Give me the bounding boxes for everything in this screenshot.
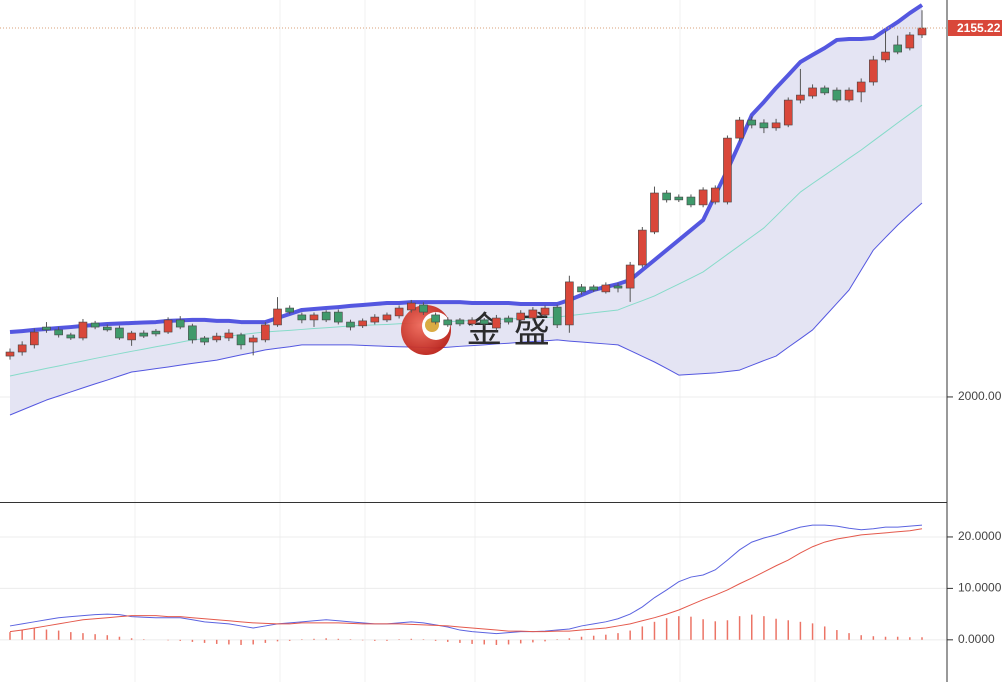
- candle-body: [735, 119, 744, 139]
- candle-body: [832, 89, 842, 101]
- y-tick-label: 0.0000: [958, 632, 995, 646]
- candle-body: [66, 334, 76, 339]
- candle-body: [443, 319, 453, 326]
- candle-body: [844, 89, 854, 101]
- candle-body: [601, 284, 611, 293]
- candle-body: [175, 319, 185, 328]
- candle-body: [188, 325, 197, 341]
- candle-body: [285, 307, 294, 313]
- candle-body: [638, 229, 647, 266]
- candle-body: [321, 311, 331, 321]
- candle-body: [346, 321, 355, 328]
- band-layer: [9, 3, 924, 416]
- candle-body: [479, 319, 489, 325]
- candle-body: [808, 87, 817, 97]
- candle-body: [528, 309, 538, 319]
- candle-body: [698, 189, 708, 206]
- candle-body: [212, 335, 222, 341]
- candle-body: [577, 286, 586, 293]
- candle-body: [273, 308, 282, 326]
- candle-body: [236, 334, 246, 346]
- macd-line: [9, 528, 923, 633]
- candle-body: [856, 81, 866, 93]
- candle-body: [90, 322, 100, 328]
- candle-body: [78, 321, 88, 339]
- candle-body: [382, 314, 392, 321]
- band-line: [9, 202, 923, 416]
- candle-body: [917, 27, 927, 36]
- candle-body: [358, 320, 367, 327]
- candle-body: [334, 311, 343, 323]
- candle-body: [102, 326, 112, 331]
- candle-body: [200, 337, 209, 343]
- candle-body: [710, 187, 720, 203]
- candle-body: [406, 302, 416, 311]
- candle-body: [516, 312, 526, 321]
- candle-body: [115, 327, 124, 339]
- macd-line: [9, 524, 923, 635]
- candle-body: [783, 99, 793, 126]
- candle-body: [151, 330, 161, 335]
- candle-body: [662, 192, 671, 201]
- candle-body: [540, 307, 550, 316]
- candle-body: [650, 192, 659, 233]
- candle-body: [42, 326, 51, 331]
- band-line: [9, 3, 924, 335]
- candle-body: [881, 51, 890, 61]
- candle-body: [747, 119, 757, 126]
- mark-layer: [5, 10, 927, 645]
- candle-body: [674, 196, 684, 201]
- candle-body: [394, 307, 404, 317]
- candle-body: [419, 304, 428, 313]
- y-tick-label: 2000.00: [958, 389, 1002, 403]
- candle-body: [893, 44, 902, 53]
- candle-body: [224, 332, 234, 339]
- last-price-label: 2155.22: [957, 21, 1001, 35]
- candle-body: [759, 122, 769, 129]
- candle-body: [796, 94, 805, 101]
- last-price-tag: [948, 19, 1002, 36]
- candle-body: [455, 319, 465, 325]
- candle-body: [613, 285, 623, 289]
- candle-body: [5, 351, 15, 357]
- y-tick-label: 20.0000: [958, 529, 1002, 543]
- candle-body: [370, 316, 380, 323]
- watermark-text: 金 盛: [466, 310, 549, 351]
- candle-body: [820, 87, 830, 94]
- candle-body: [771, 122, 781, 129]
- candle-body: [297, 314, 307, 321]
- candle-body: [869, 59, 878, 83]
- candle-body: [467, 319, 477, 325]
- band-line: [9, 104, 923, 377]
- candle-body: [127, 332, 136, 341]
- candle-body: [905, 34, 915, 49]
- candle-body: [589, 286, 598, 291]
- candle-body: [30, 331, 39, 346]
- candle-body: [309, 314, 319, 321]
- y-tick-label: 10.0000: [958, 581, 1002, 595]
- candle-body: [248, 337, 258, 343]
- candle-body: [54, 329, 63, 336]
- candle-body: [431, 314, 440, 323]
- candle-body: [686, 196, 696, 206]
- candle-body: [163, 319, 173, 333]
- candle-body: [504, 317, 513, 323]
- candle-body: [261, 324, 270, 341]
- candle-body: [723, 137, 732, 203]
- candle-body: [17, 344, 27, 353]
- candle-body: [565, 281, 574, 326]
- candle-body: [139, 332, 149, 337]
- candle-body: [552, 306, 562, 326]
- candle-body: [625, 264, 635, 289]
- candle-body: [492, 317, 501, 329]
- band-area: [10, 4, 922, 416]
